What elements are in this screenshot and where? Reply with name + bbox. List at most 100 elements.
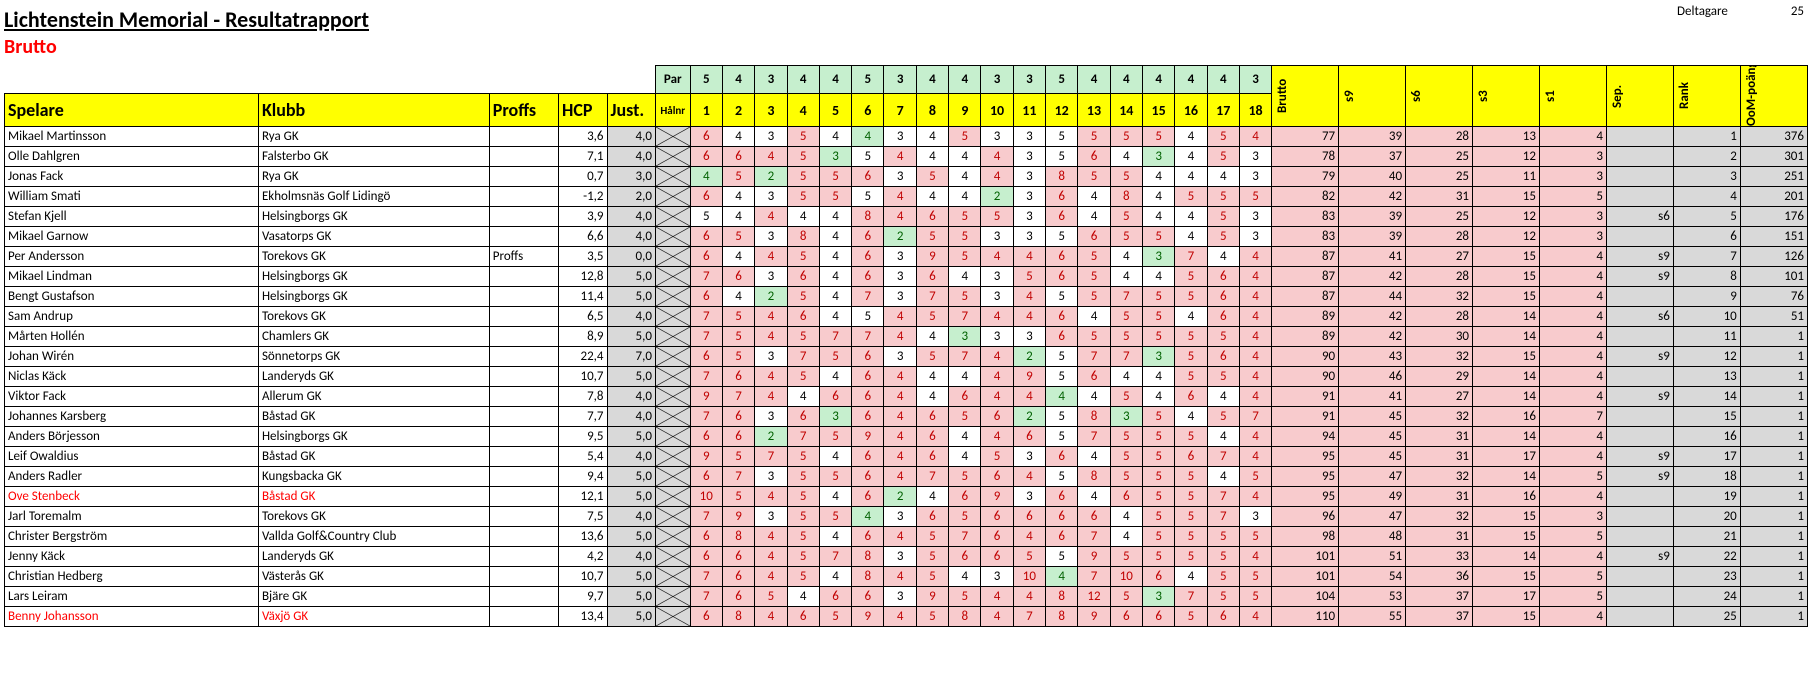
summary-brutto: 79	[1272, 167, 1339, 187]
hole-score: 5	[787, 487, 819, 507]
hdr-s3: s3	[1473, 66, 1540, 127]
hole-score: 6	[1046, 327, 1078, 347]
hole-score: 5	[1046, 427, 1078, 447]
player-just: 3,0	[607, 167, 655, 187]
player-club: Helsingborgs GK	[258, 207, 489, 227]
par-hole-15: 4	[1142, 66, 1174, 94]
hole-score: 5	[722, 327, 754, 347]
summary-s1: 3	[1539, 207, 1606, 227]
hole-score: 3	[819, 407, 851, 427]
hole-score: 6	[981, 527, 1013, 547]
hole-score: 4	[949, 427, 981, 447]
hdr-hole-2: 2	[722, 94, 754, 127]
summary-rank: 8	[1673, 267, 1740, 287]
table-row: Christer BergströmVallda Golf&Country Cl…	[5, 527, 1808, 547]
hole-score: 7	[1175, 587, 1207, 607]
hole-score: 4	[916, 327, 948, 347]
player-just: 4,0	[607, 127, 655, 147]
summary-s3: 12	[1473, 227, 1540, 247]
hole-score: 3	[819, 147, 851, 167]
hole-score: 5	[1142, 307, 1174, 327]
hole-score: 4	[916, 487, 948, 507]
hole-score: 5	[1207, 367, 1239, 387]
hole-score: 4	[1207, 427, 1239, 447]
hole-score: 3	[1142, 587, 1174, 607]
par-label: Par	[655, 66, 690, 94]
hole-score: 4	[787, 387, 819, 407]
player-proffs	[489, 567, 558, 587]
hole-score: 5	[916, 347, 948, 367]
player-club: Landeryds GK	[258, 367, 489, 387]
hole-score: 6	[916, 207, 948, 227]
hole-score: 10	[1110, 567, 1142, 587]
hole-score: 6	[1046, 447, 1078, 467]
hole-score: 4	[755, 147, 787, 167]
player-proffs	[489, 527, 558, 547]
hole-score: 6	[981, 467, 1013, 487]
summary-sep: s6	[1606, 207, 1673, 227]
hole-score: 3	[981, 127, 1013, 147]
hole-score: 4	[949, 367, 981, 387]
player-just: 5,0	[607, 327, 655, 347]
player-club: Helsingborgs GK	[258, 287, 489, 307]
player-club: Chamlers GK	[258, 327, 489, 347]
hole-score: 4	[819, 367, 851, 387]
hole-score: 5	[949, 227, 981, 247]
hole-score: 7	[916, 467, 948, 487]
summary-sep	[1606, 127, 1673, 147]
hdr-haln: Hålnr	[655, 94, 690, 127]
hole-score: 2	[755, 427, 787, 447]
hole-score: 5	[787, 527, 819, 547]
player-name: Mikael Martinsson	[5, 127, 259, 147]
summary-s1: 4	[1539, 347, 1606, 367]
summary-s6: 28	[1406, 227, 1473, 247]
player-hcp: 13,6	[559, 527, 607, 547]
hole-score: 2	[1013, 347, 1045, 367]
hole-score: 6	[690, 127, 722, 147]
hole-score: 4	[981, 167, 1013, 187]
summary-sep	[1606, 567, 1673, 587]
summary-sep	[1606, 407, 1673, 427]
summary-sep	[1606, 487, 1673, 507]
hole-score: 5	[787, 247, 819, 267]
hole-score: 4	[981, 247, 1013, 267]
hole-score: 4	[1142, 367, 1174, 387]
player-hcp: 0,7	[559, 167, 607, 187]
summary-s3: 17	[1473, 587, 1540, 607]
hole-score: 5	[1110, 547, 1142, 567]
player-club: Helsingborgs GK	[258, 427, 489, 447]
hdr-hcp: HCP	[559, 94, 607, 127]
hole-score: 6	[1046, 527, 1078, 547]
summary-s3: 15	[1473, 507, 1540, 527]
hole-score: 5	[755, 587, 787, 607]
hole-score: 3	[981, 567, 1013, 587]
hole-score: 4	[755, 527, 787, 547]
player-just: 5,0	[607, 567, 655, 587]
hole-score: 8	[1078, 407, 1110, 427]
summary-s3: 15	[1473, 267, 1540, 287]
summary-s9: 42	[1339, 327, 1406, 347]
summary-s3: 15	[1473, 287, 1540, 307]
hole-score: 6	[852, 527, 884, 547]
hole-score: 4	[884, 367, 916, 387]
player-proffs: Proffs	[489, 247, 558, 267]
hole-score: 4	[1175, 227, 1207, 247]
hole-score: 4	[755, 567, 787, 587]
hole-score: 6	[722, 587, 754, 607]
hole-score: 3	[1013, 167, 1045, 187]
summary-s1: 3	[1539, 227, 1606, 247]
summary-oom: 126	[1740, 247, 1807, 267]
summary-s6: 31	[1406, 487, 1473, 507]
summary-brutto: 82	[1272, 187, 1339, 207]
player-proffs	[489, 127, 558, 147]
player-name: Leif Owaldius	[5, 447, 259, 467]
summary-sep: s9	[1606, 447, 1673, 467]
hole-score: 5	[1142, 547, 1174, 567]
hole-score: 6	[981, 407, 1013, 427]
hole-score: 5	[1142, 127, 1174, 147]
hole-score: 4	[1142, 387, 1174, 407]
hole-score: 4	[819, 527, 851, 547]
par-hole-4: 4	[787, 66, 819, 94]
hole-score: 4	[981, 387, 1013, 407]
hole-score: 4	[949, 147, 981, 167]
